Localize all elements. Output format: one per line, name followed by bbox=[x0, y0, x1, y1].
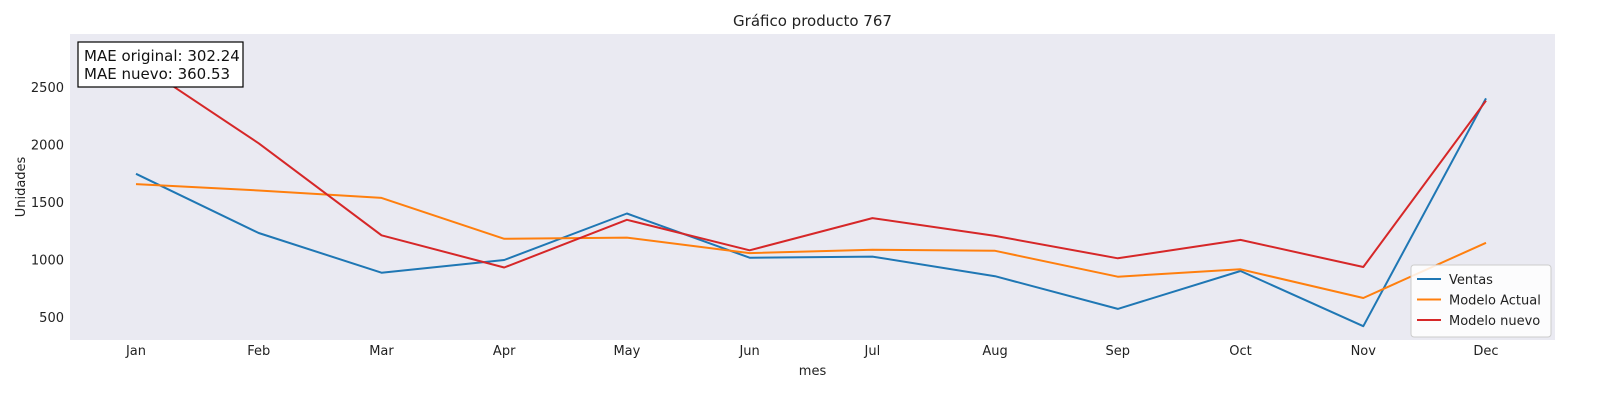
x-tick-label: May bbox=[613, 344, 640, 359]
legend-label: Modelo Actual bbox=[1449, 294, 1541, 309]
y-tick-labels: 500 1000 1500 2000 2500 bbox=[31, 81, 64, 326]
x-tick-label: Sep bbox=[1106, 344, 1131, 359]
x-tick-label: Jun bbox=[738, 344, 759, 359]
y-tick-label: 2000 bbox=[31, 138, 64, 153]
x-tick-label: Jul bbox=[864, 344, 881, 359]
series-lines bbox=[135, 60, 1487, 328]
y-tick-label: 1000 bbox=[31, 253, 64, 268]
y-tick-label: 2500 bbox=[31, 81, 64, 96]
y-tick-label: 1500 bbox=[31, 196, 64, 211]
x-axis-label: mes bbox=[799, 364, 827, 379]
chart-title: Gráfico producto 767 bbox=[733, 12, 892, 30]
series-line-modelo-actual bbox=[135, 183, 1487, 299]
mae-annotation-box: MAE original: 302.24 MAE nuevo: 360.53 bbox=[77, 41, 244, 88]
x-tick-label: Oct bbox=[1229, 344, 1251, 359]
x-tick-label: Dec bbox=[1473, 344, 1498, 359]
mae-nuevo-text: MAE nuevo: 360.53 bbox=[84, 65, 230, 83]
series-line-ventas bbox=[135, 97, 1487, 328]
legend-frame bbox=[1410, 264, 1552, 338]
series-line-modelo-nuevo bbox=[135, 60, 1487, 269]
x-tick-label: Nov bbox=[1351, 344, 1377, 359]
x-tick-label: Apr bbox=[493, 344, 516, 359]
y-tick-label: 500 bbox=[39, 311, 64, 326]
plot-area bbox=[70, 34, 1555, 340]
legend-label: Modelo nuevo bbox=[1449, 314, 1540, 329]
mae-original-text: MAE original: 302.24 bbox=[84, 47, 240, 65]
legend-label: Ventas bbox=[1449, 273, 1493, 288]
x-tick-labels: Jan Feb Mar Apr May Jun Jul Aug Sep Oct Nov Dec bbox=[125, 344, 1499, 359]
legend: Ventas Modelo Actual Modelo nuevo bbox=[1410, 264, 1552, 338]
annotation-frame bbox=[77, 41, 244, 88]
y-axis-label: Unidades bbox=[14, 156, 29, 217]
x-tick-label: Jan bbox=[125, 344, 146, 359]
x-tick-label: Mar bbox=[369, 344, 394, 359]
x-tick-label: Feb bbox=[247, 344, 270, 359]
x-tick-label: Aug bbox=[982, 344, 1007, 359]
